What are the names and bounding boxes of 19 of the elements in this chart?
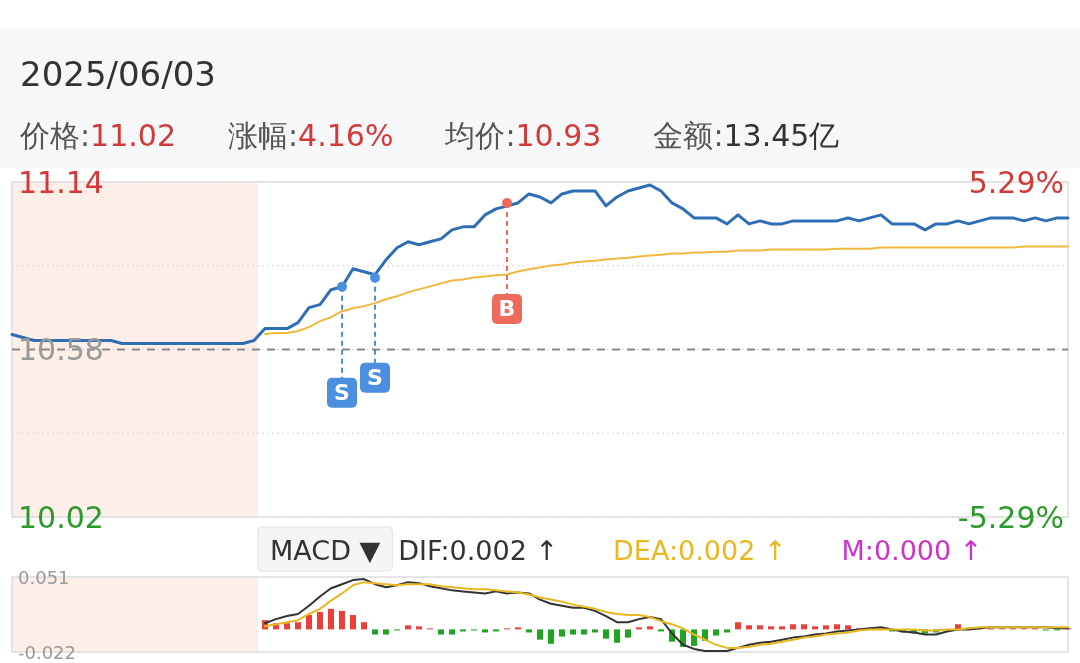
y-tick-label: 11.14 <box>18 164 104 200</box>
y-tick-label: -0.022 <box>18 641 77 663</box>
y2-tick-label: -5.29% <box>957 499 1064 535</box>
series-label: DIF:0.002 ↑ <box>398 535 559 566</box>
legend-label: S <box>367 365 383 391</box>
y-tick-label: 10.58 <box>18 332 104 367</box>
y2-tick-label: 5.29% <box>968 164 1064 200</box>
text: B <box>498 296 516 322</box>
series-label: DEA:0.002 ↑ <box>613 535 787 566</box>
text: S <box>334 380 350 406</box>
text: 均价:10.93 <box>444 118 602 153</box>
text: M:0.000 ↑ <box>841 535 983 566</box>
chart-title: 2025/06/03 <box>20 54 216 94</box>
y-tick-label: 0.051 <box>18 566 70 588</box>
text: 金额:13.45亿 <box>653 118 840 153</box>
y-tick-label: 10.02 <box>18 499 104 535</box>
text: 涨幅:4.16% <box>228 118 394 153</box>
text: 价格:11.02 <box>19 118 176 153</box>
chart-title: MACD ▼ <box>270 535 381 566</box>
